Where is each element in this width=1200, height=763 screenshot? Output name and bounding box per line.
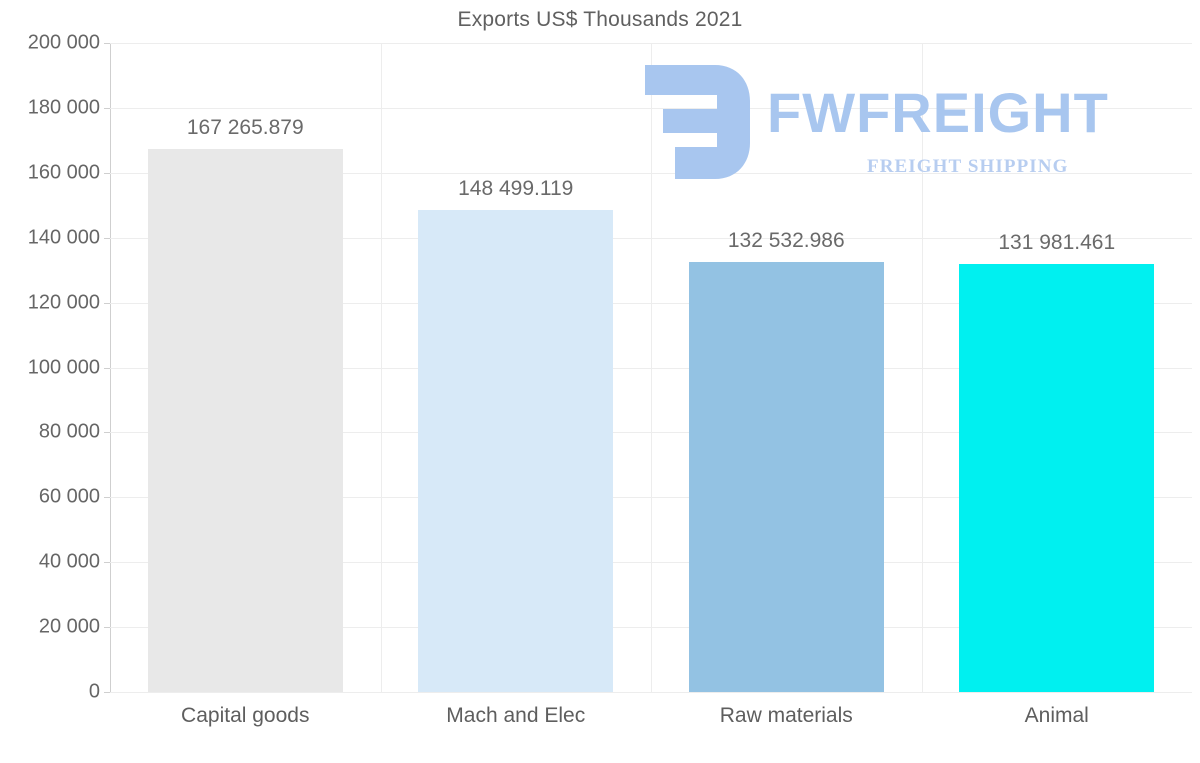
y-axis-tick-mark: [104, 367, 110, 369]
y-axis-tick-mark: [104, 107, 110, 109]
y-axis-tick-label: 200 000: [27, 31, 100, 54]
y-axis-tick-label: 20 000: [38, 615, 100, 638]
y-axis-tick-label: 120 000: [27, 291, 100, 314]
bar-value-label: 148 499.119: [458, 177, 574, 201]
y-axis-tick-mark: [104, 43, 110, 44]
bar[interactable]: [418, 210, 614, 692]
y-axis-tick-mark: [104, 562, 110, 564]
y-axis-tick-mark: [104, 432, 110, 434]
y-axis-tick-label: 80 000: [38, 420, 100, 443]
y-axis-tick-label: 160 000: [27, 161, 100, 184]
gridline-vertical: [921, 43, 923, 692]
gridline-vertical: [380, 43, 382, 692]
y-axis-tick-mark: [104, 497, 110, 499]
gridline-vertical: [651, 43, 652, 692]
x-axis-category-label: Animal: [1024, 704, 1089, 727]
y-axis-tick-mark: [104, 692, 110, 693]
y-axis-tick-mark: [104, 237, 110, 239]
bar-value-label: 167 265.879: [186, 116, 304, 140]
y-axis-tick-mark: [104, 302, 110, 304]
y-axis-tick-label: 140 000: [27, 226, 100, 249]
bar-value-label: 132 532.986: [727, 228, 845, 252]
bar[interactable]: [147, 149, 343, 692]
y-axis-tick-mark: [104, 627, 110, 629]
gridline-horizontal: [110, 692, 1192, 693]
y-axis-tick-label: 100 000: [27, 356, 100, 378]
x-axis-category-label: Raw materials: [719, 704, 853, 727]
x-axis-category-label: Capital goods: [181, 704, 310, 727]
bar[interactable]: [688, 261, 884, 692]
x-axis-category-label: Mach and Elec: [446, 704, 586, 727]
y-axis-tick-label: 40 000: [38, 550, 100, 573]
plot-area: [110, 43, 1192, 693]
y-axis-tick-label: 60 000: [38, 485, 100, 508]
bar-value-label: 131 981.461: [998, 230, 1116, 254]
y-axis-tick-labels: 200 000 180 000 160 000 140 000 120 000 100 0…: [0, 0, 100, 763]
chart-title: Exports US$ Thousands 2021: [457, 8, 743, 31]
y-axis-tick-label: 180 000: [27, 96, 100, 119]
y-axis-tick-label: 0: [88, 680, 100, 703]
bar[interactable]: [959, 263, 1155, 692]
y-axis-tick-mark: [104, 172, 110, 174]
